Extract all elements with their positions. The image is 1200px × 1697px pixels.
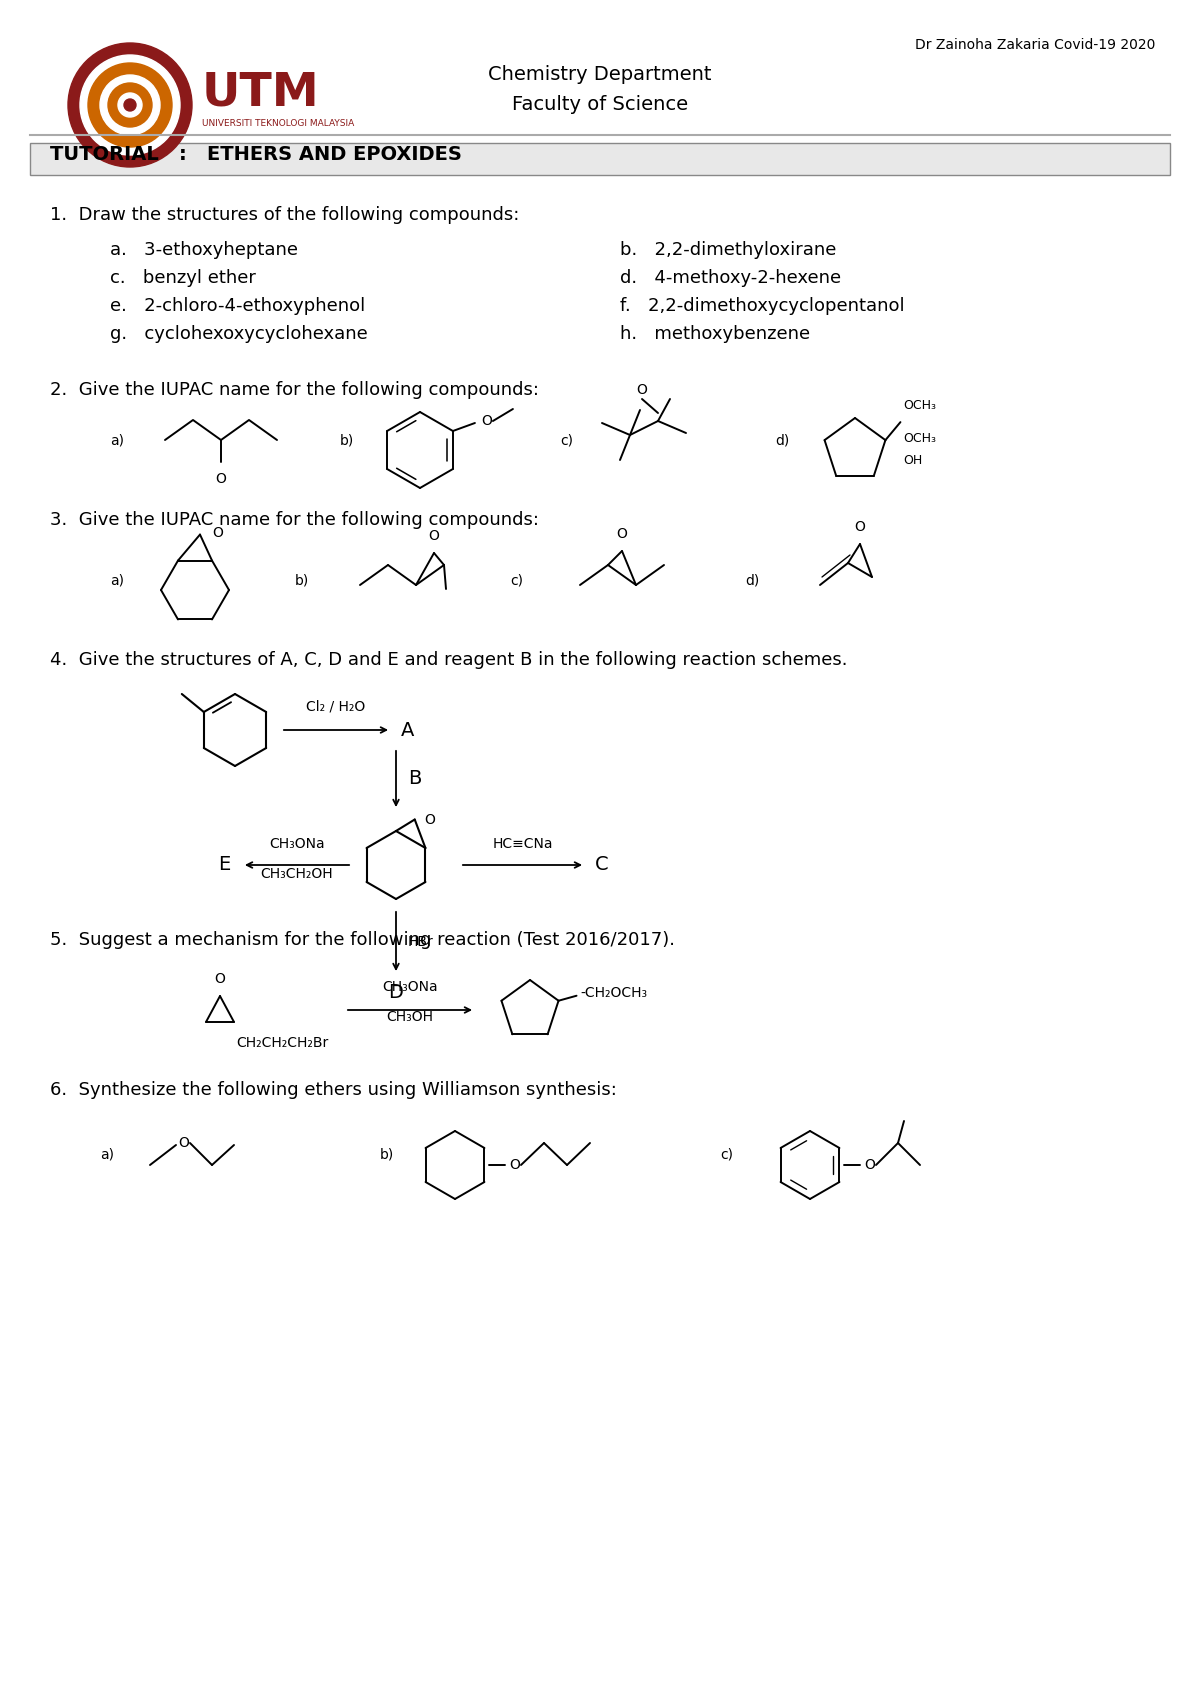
Text: E: E: [217, 855, 230, 874]
Text: Faculty of Science: Faculty of Science: [512, 95, 688, 114]
Circle shape: [80, 54, 180, 154]
Circle shape: [88, 63, 172, 148]
Text: a.   3-ethoxyheptane: a. 3-ethoxyheptane: [110, 241, 298, 260]
Text: 4.  Give the structures of A, C, D and E and reagent B in the following reaction: 4. Give the structures of A, C, D and E …: [50, 652, 847, 669]
Circle shape: [68, 42, 192, 166]
Text: O: O: [215, 972, 226, 986]
Text: 1.  Draw the structures of the following compounds:: 1. Draw the structures of the following …: [50, 205, 520, 224]
Text: UTM: UTM: [202, 71, 319, 115]
Text: c): c): [720, 1147, 733, 1162]
Text: CH₂CH₂CH₂Br: CH₂CH₂CH₂Br: [236, 1035, 329, 1050]
Circle shape: [118, 93, 142, 117]
Text: a): a): [110, 574, 124, 587]
Text: f.   2,2-dimethoxycyclopentanol: f. 2,2-dimethoxycyclopentanol: [620, 297, 905, 316]
Text: b): b): [340, 433, 354, 446]
Text: d): d): [745, 574, 760, 587]
Text: CH₃ONa: CH₃ONa: [382, 979, 438, 994]
Text: g.   cyclohexoxycyclohexane: g. cyclohexoxycyclohexane: [110, 326, 367, 343]
Text: a): a): [110, 433, 124, 446]
Text: O: O: [617, 528, 628, 541]
Text: -CH₂OCH₃: -CH₂OCH₃: [581, 986, 648, 1000]
Text: b): b): [380, 1147, 395, 1162]
Text: O: O: [212, 526, 223, 540]
Text: d): d): [775, 433, 790, 446]
Text: O: O: [509, 1157, 520, 1173]
Text: 6.  Synthesize the following ethers using Williamson synthesis:: 6. Synthesize the following ethers using…: [50, 1081, 617, 1100]
Text: Dr Zainoha Zakaria Covid-19 2020: Dr Zainoha Zakaria Covid-19 2020: [914, 37, 1154, 53]
Circle shape: [100, 75, 160, 136]
Text: CH₃ONa: CH₃ONa: [269, 837, 325, 850]
Text: 2.  Give the IUPAC name for the following compounds:: 2. Give the IUPAC name for the following…: [50, 382, 539, 399]
Text: C: C: [595, 855, 608, 874]
Text: O: O: [854, 519, 865, 535]
Text: O: O: [425, 813, 436, 826]
Text: c): c): [560, 433, 574, 446]
Text: A: A: [401, 721, 414, 740]
Text: O: O: [428, 529, 439, 543]
Text: HBr: HBr: [408, 935, 433, 949]
Text: UNIVERSITI TEKNOLOGI MALAYSIA: UNIVERSITI TEKNOLOGI MALAYSIA: [202, 119, 354, 127]
Text: OH: OH: [904, 455, 923, 467]
Text: O: O: [178, 1135, 188, 1151]
Text: B: B: [408, 769, 421, 789]
Text: c): c): [510, 574, 523, 587]
FancyBboxPatch shape: [30, 143, 1170, 175]
Text: D: D: [388, 983, 403, 1001]
Text: b.   2,2-dimethyloxirane: b. 2,2-dimethyloxirane: [620, 241, 836, 260]
Text: HC≡CNa: HC≡CNa: [492, 837, 553, 850]
Text: d.   4-methoxy-2-hexene: d. 4-methoxy-2-hexene: [620, 270, 841, 287]
Text: c.   benzyl ether: c. benzyl ether: [110, 270, 256, 287]
Circle shape: [124, 98, 136, 110]
Text: O: O: [481, 414, 492, 428]
Text: 3.  Give the IUPAC name for the following compounds:: 3. Give the IUPAC name for the following…: [50, 511, 539, 529]
Text: a): a): [100, 1147, 114, 1162]
Text: 5.  Suggest a mechanism for the following reaction (Test 2016/2017).: 5. Suggest a mechanism for the following…: [50, 932, 674, 949]
Text: CH₃CH₂OH: CH₃CH₂OH: [260, 867, 334, 881]
Text: O: O: [636, 384, 648, 397]
Text: CH₃OH: CH₃OH: [386, 1010, 433, 1023]
Text: b): b): [295, 574, 310, 587]
Text: O: O: [864, 1157, 875, 1173]
Text: OCH₃: OCH₃: [904, 399, 936, 412]
Text: O: O: [216, 472, 227, 485]
Circle shape: [108, 83, 152, 127]
Text: e.   2-chloro-4-ethoxyphenol: e. 2-chloro-4-ethoxyphenol: [110, 297, 365, 316]
Text: TUTORIAL   :   ETHERS AND EPOXIDES: TUTORIAL : ETHERS AND EPOXIDES: [50, 146, 462, 165]
Text: Cl₂ / H₂O: Cl₂ / H₂O: [306, 699, 366, 714]
Text: Chemistry Department: Chemistry Department: [488, 66, 712, 85]
Text: h.   methoxybenzene: h. methoxybenzene: [620, 326, 810, 343]
Text: OCH₃: OCH₃: [904, 433, 936, 445]
